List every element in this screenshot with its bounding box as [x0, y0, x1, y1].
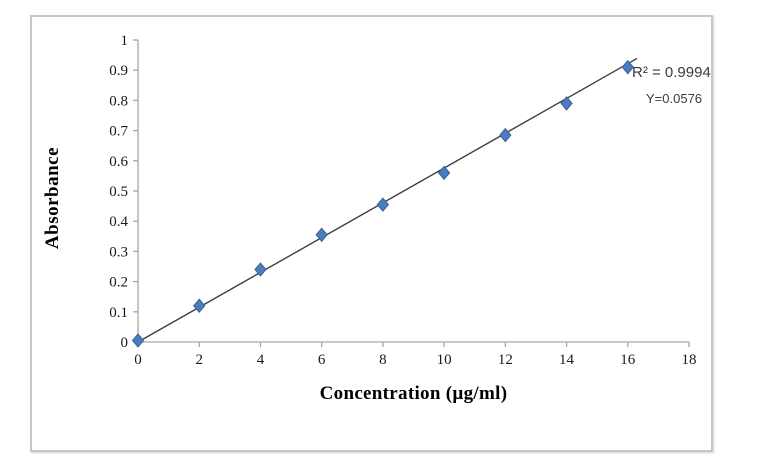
y-tick-label: 0.5	[109, 184, 128, 200]
x-tick-label: 18	[682, 352, 697, 368]
chart-frame: 0 0.1 0.2 0.3 0.4 0.5 0.6 0.7 0.8 0.9 1 0 2 4 6 8 10 12 14…	[30, 15, 713, 452]
data-point-marker	[131, 333, 145, 348]
y-tick-label: 0.9	[109, 63, 128, 79]
x-tick-label: 2	[195, 352, 203, 368]
y-tick-label: 0.4	[109, 214, 128, 230]
y-tick-label: 0	[121, 335, 129, 351]
x-tick-label: 14	[559, 352, 575, 368]
data-point-marker	[560, 96, 573, 111]
y-tick-label: 0.6	[109, 154, 128, 170]
x-tick-label: 10	[437, 352, 452, 368]
data-point-marker	[315, 227, 328, 243]
data-point-marker	[376, 197, 390, 212]
x-tick-label: 6	[318, 352, 326, 368]
y-tick-label: 0.2	[109, 275, 128, 291]
y-tick-label: 0.1	[109, 305, 128, 321]
x-axis-title: Concentration (µg/ml)	[319, 383, 508, 404]
slope-annotation: Y=0.0576	[646, 91, 703, 106]
y-tick-label: 0.7	[109, 124, 128, 140]
trendline	[137, 57, 638, 343]
y-tick-label: 0.8	[109, 93, 128, 109]
data-point-marker	[254, 262, 267, 277]
r-squared-annotation: R² = 0.9994	[632, 64, 711, 81]
x-tick-label: 8	[379, 352, 387, 368]
x-tick-label: 0	[134, 352, 142, 368]
y-axis-title: Absorbance	[42, 146, 63, 250]
data-point-marker	[193, 298, 206, 314]
x-tick-label: 4	[257, 352, 265, 368]
y-tick-label: 0.3	[109, 244, 128, 260]
x-tick-label: 12	[498, 352, 513, 368]
data-point-marker	[621, 59, 634, 75]
data-point-marker	[499, 127, 512, 143]
plot-area: 00.10.20.30.40.50.60.70.80.910 2 4 6 8 10 12 14…	[109, 33, 697, 368]
x-tick-label: 16	[620, 352, 636, 368]
y-tick-label: 1	[121, 33, 129, 49]
data-point-marker	[437, 165, 451, 181]
